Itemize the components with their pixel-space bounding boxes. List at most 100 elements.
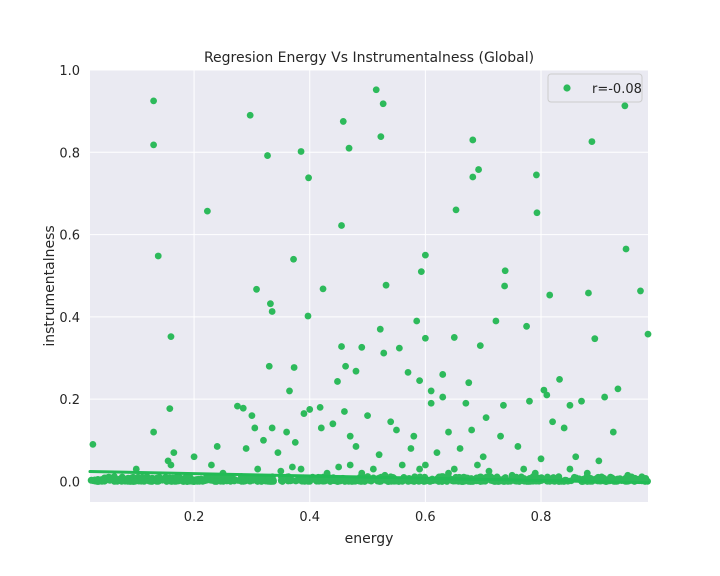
scatter-point xyxy=(468,426,476,434)
scatter-point xyxy=(497,432,504,440)
scatter-point xyxy=(352,443,360,450)
scatter-point xyxy=(304,312,312,320)
scatter-point xyxy=(450,334,458,341)
scatter-point xyxy=(622,245,630,253)
scatter-point xyxy=(637,287,644,295)
scatter-point xyxy=(345,144,353,152)
scatter-point xyxy=(166,405,174,413)
scatter-point xyxy=(88,476,96,484)
scatter-point xyxy=(372,86,380,94)
scatter-point xyxy=(416,465,423,473)
scatter-point xyxy=(421,334,429,342)
scatter-point xyxy=(387,418,395,426)
scatter-point xyxy=(346,432,354,440)
x-tick-label: 0.6 xyxy=(415,510,436,525)
y-tick-labels: 0.0 0.2 0.4 0.6 0.8 1.0 xyxy=(59,64,80,490)
scatter-point xyxy=(106,476,114,484)
scatter-point xyxy=(290,364,298,371)
scatter-point xyxy=(338,222,345,229)
scatter-point xyxy=(300,410,308,417)
scatter-point xyxy=(317,424,325,432)
scatter-point xyxy=(334,378,341,385)
x-tick-label: 0.8 xyxy=(531,510,552,525)
scatter-point xyxy=(346,461,354,469)
scatter-point xyxy=(395,344,403,352)
scatter-point xyxy=(376,325,384,333)
scatter-point xyxy=(297,465,305,473)
scatter-point xyxy=(154,252,162,260)
scatter-point xyxy=(462,399,470,407)
scatter-point xyxy=(427,387,435,395)
x-tick-label: 0.2 xyxy=(184,510,205,525)
scatter-point xyxy=(501,282,508,290)
scatter-point xyxy=(405,477,413,485)
chart-title: Regresion Energy Vs Instrumentalness (Gl… xyxy=(204,50,534,66)
scatter-point xyxy=(352,367,360,375)
scatter-point xyxy=(450,465,458,473)
scatter-point xyxy=(501,267,509,275)
scatter-point xyxy=(364,412,371,419)
scatter-point xyxy=(609,428,617,436)
scatter-point xyxy=(335,463,343,471)
scatter-point xyxy=(268,424,276,432)
scatter-point xyxy=(572,453,580,461)
scatter-point xyxy=(190,453,198,461)
scatter-point xyxy=(170,449,178,457)
y-tick-label: 0.0 xyxy=(59,475,80,490)
scatter-point xyxy=(474,461,481,469)
scatter-point xyxy=(369,465,377,473)
scatter-point xyxy=(433,449,441,457)
scatter-point xyxy=(380,349,388,357)
scatter-point xyxy=(556,375,563,383)
scatter-point xyxy=(421,461,429,469)
scatter-point xyxy=(150,141,158,149)
scatter-point xyxy=(621,102,629,110)
x-tick-labels: 0.2 0.4 0.6 0.8 xyxy=(184,510,552,525)
scatter-point xyxy=(264,152,271,159)
scatter-point xyxy=(294,476,301,484)
scatter-point xyxy=(407,445,415,452)
y-tick-label: 0.8 xyxy=(59,146,80,161)
scatter-point xyxy=(338,343,345,350)
scatter-point xyxy=(588,138,596,145)
scatter-point xyxy=(445,428,452,436)
scatter-point xyxy=(341,408,348,415)
scatter-point xyxy=(421,251,429,259)
scatter-point xyxy=(395,477,403,485)
scatter-point xyxy=(607,473,614,481)
scatter-point xyxy=(591,335,599,343)
scatter-point xyxy=(601,393,609,401)
scatter-point xyxy=(427,399,435,407)
legend-box xyxy=(547,73,643,103)
scatter-point xyxy=(469,136,477,144)
scatter-point xyxy=(312,475,319,483)
scatter-point xyxy=(398,461,406,469)
x-axis-label: energy xyxy=(345,531,394,547)
scatter-point xyxy=(554,473,562,481)
scatter-point xyxy=(413,317,421,325)
scatter-point xyxy=(183,478,191,485)
scatter-point xyxy=(150,97,158,105)
scatter-point xyxy=(339,118,347,125)
scatter-point xyxy=(336,477,344,485)
scatter-point xyxy=(585,289,592,297)
regression-line-group xyxy=(88,470,650,485)
scatter-point xyxy=(167,461,175,469)
scatter-point xyxy=(147,475,155,483)
scatter-point xyxy=(208,461,215,469)
scatter-point xyxy=(416,377,423,385)
y-axis-label: instrumentalness xyxy=(42,225,58,346)
scatter-point xyxy=(375,451,383,459)
scatter-point xyxy=(173,473,181,481)
scatter-point xyxy=(578,397,585,405)
scatter-point xyxy=(531,469,539,477)
scatter-point xyxy=(377,133,385,141)
scatter-point xyxy=(319,285,327,293)
scatter-point xyxy=(190,477,197,485)
scatter-point xyxy=(410,432,418,440)
y-tick-label: 0.2 xyxy=(59,393,80,408)
scatter-point xyxy=(492,317,500,325)
scatter-point xyxy=(267,300,274,308)
scatter-point xyxy=(465,379,473,387)
scatter-point xyxy=(624,471,632,479)
